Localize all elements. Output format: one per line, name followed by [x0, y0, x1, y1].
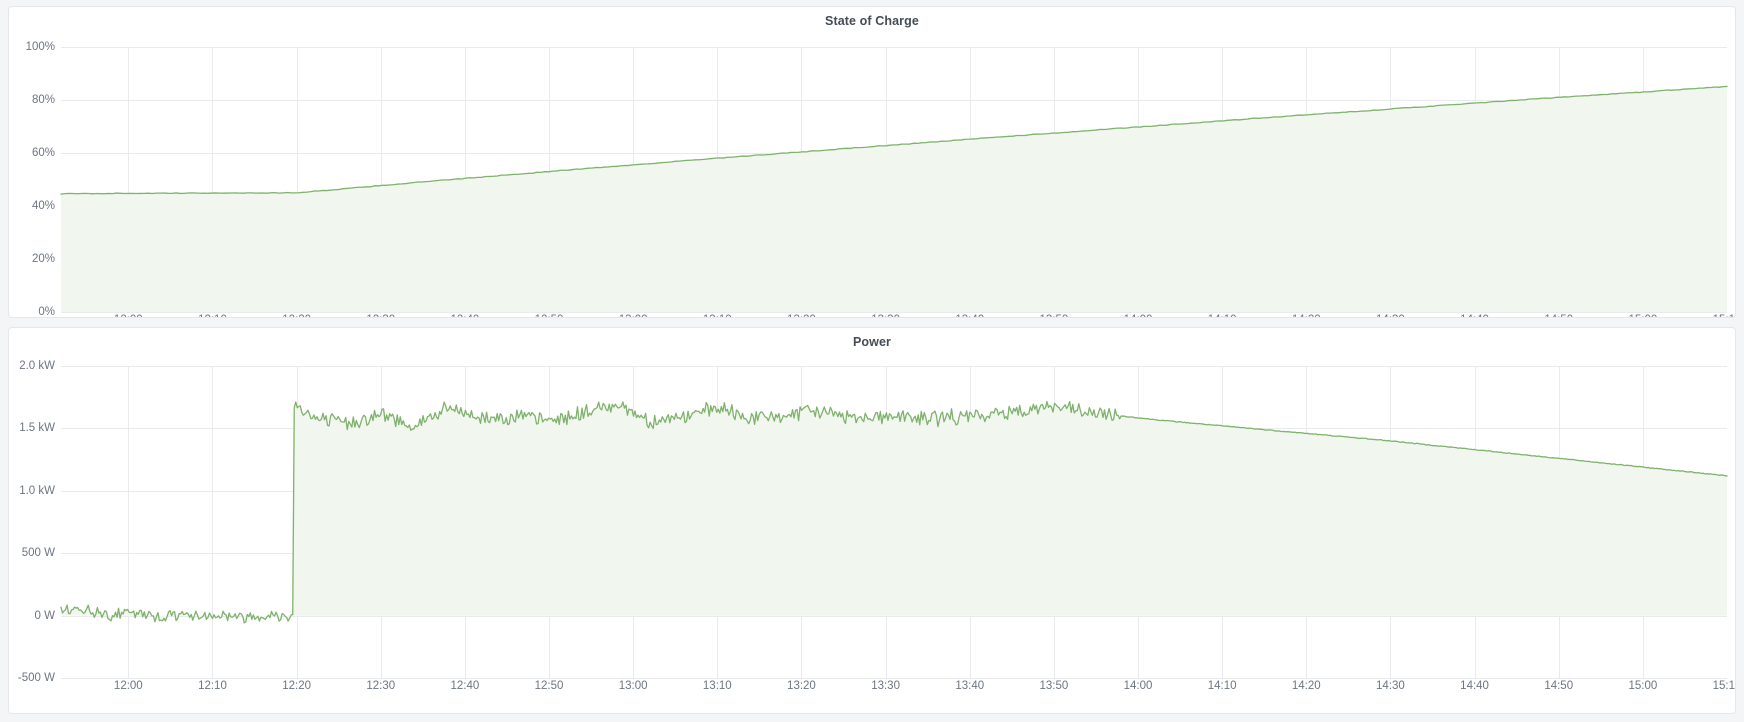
x-axis-tick-label: 15:00	[1628, 680, 1658, 692]
y-axis-tick-label: 20%	[31, 253, 55, 265]
plot-state-of-charge: 0%20%40%60%80%100% 12:0012:1012:2012:301…	[9, 33, 1735, 317]
gridline-horizontal	[61, 366, 1727, 367]
series-power	[60, 400, 1728, 624]
x-axis-tick-label: 12:00	[113, 680, 143, 692]
x-axis-tick-label: 15:00	[1628, 314, 1657, 317]
x-axis-tick-label: 12:50	[535, 314, 564, 317]
x-axis-tick-label: 12:00	[114, 314, 143, 317]
gridline-horizontal	[61, 312, 1727, 313]
y-axis-tick-label: 1.5 kW	[19, 422, 55, 435]
gridline-horizontal	[61, 100, 1727, 101]
x-axis-tick-label: 14:40	[1460, 314, 1489, 317]
x-axis-tick-label: 15:10	[1713, 314, 1735, 317]
y-axis-tick-label: 60%	[31, 147, 55, 159]
y-axis-tick-label: 40%	[31, 200, 55, 212]
y-axis-labels-power: -500 W 0 W 500 W 1.0 kW 1.5 kW 2.0 kW	[9, 354, 61, 713]
x-axis-tick-label: 12:50	[534, 680, 564, 692]
gridline-vertical	[297, 47, 298, 312]
x-axis-tick-label: 13:00	[619, 314, 648, 317]
x-axis-tick-label: 13:00	[618, 680, 648, 692]
series-line	[60, 400, 1728, 624]
gridline-vertical	[128, 366, 129, 678]
x-axis-tick-label: 14:00	[1123, 680, 1153, 692]
gridline-vertical	[381, 47, 382, 312]
x-axis-tick-label: 14:30	[1376, 314, 1405, 317]
x-axis-tick-label: 12:10	[198, 680, 227, 692]
series-fill	[61, 86, 1727, 313]
x-axis-tick-label: 14:20	[1291, 680, 1321, 692]
y-axis-tick-label: 2.0 kW	[19, 360, 55, 372]
series-fill	[61, 401, 1727, 623]
x-axis-tick-label: 13:40	[955, 314, 984, 317]
x-axis-tick-label: 12:20	[282, 680, 311, 692]
x-axis-tick-label: 14:50	[1544, 680, 1574, 692]
x-axis-tick-label: 12:40	[450, 314, 479, 317]
gridline-vertical	[128, 47, 129, 312]
x-axis-tick-label: 12:40	[450, 680, 480, 692]
x-axis-tick-label: 13:50	[1039, 314, 1068, 317]
x-axis-tick-label: 12:10	[198, 314, 227, 317]
panel-state-of-charge[interactable]: State of Charge 0% 20% 40% 60% 80% 100% 12:00…	[8, 6, 1736, 318]
panel-power[interactable]: Power -500 W 0 W 500 W 1.0 kW 1.5 kW 2.0 kW 1…	[8, 327, 1736, 714]
panel-title-power: Power	[852, 335, 891, 349]
x-axis-tick-label: 14:10	[1208, 314, 1237, 317]
series-line	[60, 85, 1728, 195]
x-axis-tick-label: 13:20	[787, 314, 816, 317]
x-axis-tick-label: 14:30	[1376, 680, 1405, 692]
y-axis-tick-label: 1.0 kW	[19, 484, 55, 497]
x-axis-tick-label: 14:20	[1292, 314, 1321, 317]
x-axis-tick-label: 13:10	[702, 680, 732, 692]
x-axis-labels-power: 12:00 12:10 12:20 12:30 12:40 12:50 13:00 13:10…	[61, 680, 1735, 698]
plot-area-state-of-charge[interactable]	[60, 47, 1728, 313]
x-axis-tick-label: 12:30	[366, 314, 395, 317]
gridline-vertical	[212, 47, 213, 312]
x-axis-tick-label: 12:30	[366, 680, 396, 692]
y-axis-tick-label: 500 W	[21, 547, 55, 560]
x-axis-labels-state-of-charge: 12:00 12:10 12:20 12:30 12:40 12:50 13:00 13:10…	[61, 314, 1735, 317]
x-axis-tick-label: 13:10	[703, 314, 732, 317]
x-axis-tick-label: 13:30	[871, 314, 900, 317]
y-axis-tick-label: -500 W	[17, 672, 55, 684]
y-axis-tick-label: 0%	[38, 306, 55, 318]
x-axis-tick-label: 13:20	[787, 680, 816, 692]
x-axis-tick-label: 14:40	[1460, 680, 1489, 692]
gridline-horizontal	[61, 616, 1727, 617]
x-axis-tick-label: 14:00	[1124, 314, 1153, 317]
gridline-horizontal	[61, 47, 1727, 48]
y-axis-tick-label: 80%	[31, 94, 55, 106]
x-axis-tick-label: 13:50	[1039, 680, 1069, 692]
gridline-vertical	[212, 366, 213, 678]
y-axis-tick-label: 0 W	[34, 609, 55, 622]
x-axis-tick-label: 13:30	[871, 680, 900, 692]
panel-title-state-of-charge: State of Charge	[825, 14, 919, 28]
y-axis-tick-label: 100%	[25, 41, 55, 53]
gridline-horizontal	[61, 678, 1727, 679]
plot-area-power[interactable]	[60, 366, 1728, 679]
x-axis-tick-label: 15:10	[1712, 680, 1735, 692]
y-axis-labels-state-of-charge: 0% 20% 40% 60% 80% 100%	[9, 33, 61, 317]
x-axis-tick-label: 14:10	[1207, 680, 1237, 692]
x-axis-tick-label: 12:20	[282, 314, 311, 317]
x-axis-tick-label: 13:40	[955, 680, 985, 692]
series-soc	[60, 85, 1728, 313]
x-axis-tick-label: 14:50	[1544, 314, 1573, 317]
